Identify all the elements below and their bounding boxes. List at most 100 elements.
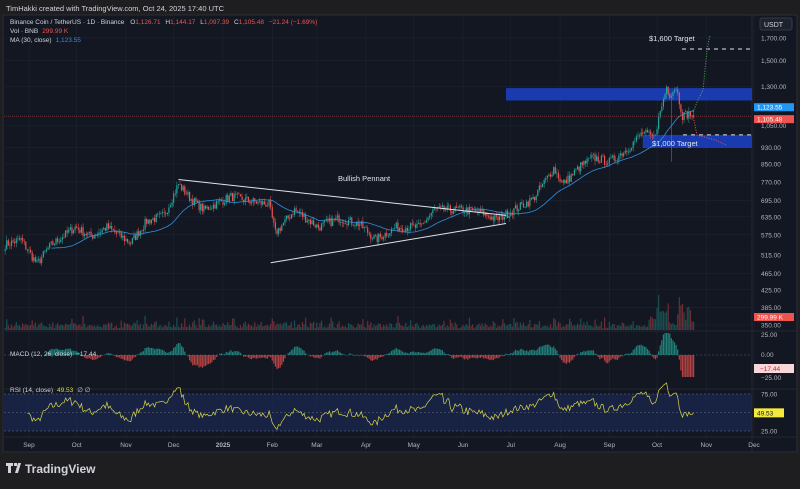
candle-body <box>561 180 562 181</box>
macd-histogram-bar <box>680 355 681 370</box>
candle-body <box>86 234 87 235</box>
candle-body <box>520 202 521 210</box>
macd-histogram-bar <box>628 354 629 355</box>
candle-body <box>671 96 672 98</box>
volume-bar <box>141 328 142 330</box>
candle-body <box>459 206 460 208</box>
macd-histogram-bar <box>291 350 292 355</box>
candle-body <box>11 241 12 246</box>
macd-histogram-bar <box>302 350 303 355</box>
volume-bar <box>11 324 12 330</box>
macd-histogram-bar <box>375 355 376 359</box>
macd-histogram-bar <box>561 355 562 360</box>
candle-body <box>644 132 645 133</box>
candle-body <box>343 223 344 224</box>
volume-bar <box>566 325 567 330</box>
candle-body <box>267 206 268 207</box>
volume-bar <box>394 327 395 330</box>
volume-bar <box>556 326 557 330</box>
price-tick: 575.00 <box>761 232 781 239</box>
volume-bar <box>649 320 650 330</box>
candle-body <box>399 228 400 231</box>
macd-histogram-bar <box>138 354 139 355</box>
volume-bar <box>33 325 34 330</box>
candle-body <box>49 243 50 248</box>
volume-bar <box>439 325 440 330</box>
volume-bar <box>59 326 60 330</box>
volume-bar <box>650 317 651 330</box>
candle-body <box>440 206 441 207</box>
candle-body <box>76 227 77 228</box>
volume-bar <box>46 326 47 330</box>
candle-body <box>327 220 328 221</box>
volume-bar <box>470 326 471 330</box>
candle-body <box>175 194 176 195</box>
candle-body <box>100 232 101 233</box>
volume-bar <box>358 324 359 330</box>
candle-body <box>426 220 427 222</box>
candle-body <box>75 227 76 231</box>
candle-body <box>224 203 225 204</box>
macd-histogram-bar <box>335 351 336 355</box>
candle-body <box>566 180 567 184</box>
macd-histogram-bar <box>688 355 689 377</box>
macd-histogram-bar <box>491 355 492 360</box>
candle-body <box>483 209 484 215</box>
macd-histogram-bar <box>416 352 417 355</box>
volume-bar <box>186 327 187 330</box>
volume-bar <box>254 322 255 330</box>
volume-bar <box>437 326 438 330</box>
candle-body <box>90 232 91 237</box>
candle-body <box>245 198 246 202</box>
macd-histogram-bar <box>160 349 161 355</box>
macd-histogram-bar <box>237 351 238 355</box>
volume-bar <box>434 324 435 330</box>
candle-body <box>288 216 289 218</box>
candle-body <box>25 242 26 250</box>
macd-histogram-bar <box>529 350 530 355</box>
ma-value: 1,123.55 <box>56 37 82 44</box>
candle-body <box>113 229 114 230</box>
volume-bar <box>456 325 457 330</box>
macd-histogram-bar <box>132 355 133 359</box>
volume-bar <box>668 303 669 330</box>
volume-bar <box>211 325 212 330</box>
volume-bar <box>135 324 136 330</box>
volume-bar <box>574 325 575 330</box>
macd-histogram-bar <box>524 351 525 355</box>
volume-bar <box>41 322 42 330</box>
candle-body <box>157 214 158 215</box>
candle-body <box>685 111 686 112</box>
volume-bar <box>292 328 293 330</box>
macd-histogram-bar <box>620 355 621 356</box>
candle-body <box>660 111 661 117</box>
macd-histogram-bar <box>669 334 670 355</box>
volume-bar <box>588 325 589 330</box>
macd-histogram-bar <box>276 355 277 369</box>
volume-bar <box>323 328 324 330</box>
macd-histogram-bar <box>615 355 616 360</box>
candle-body <box>380 234 381 237</box>
candle-body <box>103 228 104 230</box>
candle-body <box>238 194 239 195</box>
candle-body <box>130 243 131 244</box>
volume-bar <box>51 327 52 330</box>
candle-body <box>415 225 416 228</box>
time-tick: Dec <box>748 442 760 449</box>
volume-bar <box>509 324 510 330</box>
macd-histogram-bar <box>453 355 454 359</box>
candle-body <box>626 151 627 152</box>
volume-bar <box>447 325 448 330</box>
candle-body <box>340 222 341 223</box>
volume-bar <box>480 326 481 330</box>
macd-histogram-bar <box>639 345 640 355</box>
candle-body <box>618 155 619 160</box>
candle-body <box>28 250 29 251</box>
time-tick: Feb <box>267 442 279 449</box>
macd-histogram-bar <box>547 344 548 355</box>
candle-body <box>208 207 209 210</box>
candle-body <box>542 184 543 187</box>
volume-bar <box>552 327 553 330</box>
candle-body <box>690 111 691 116</box>
